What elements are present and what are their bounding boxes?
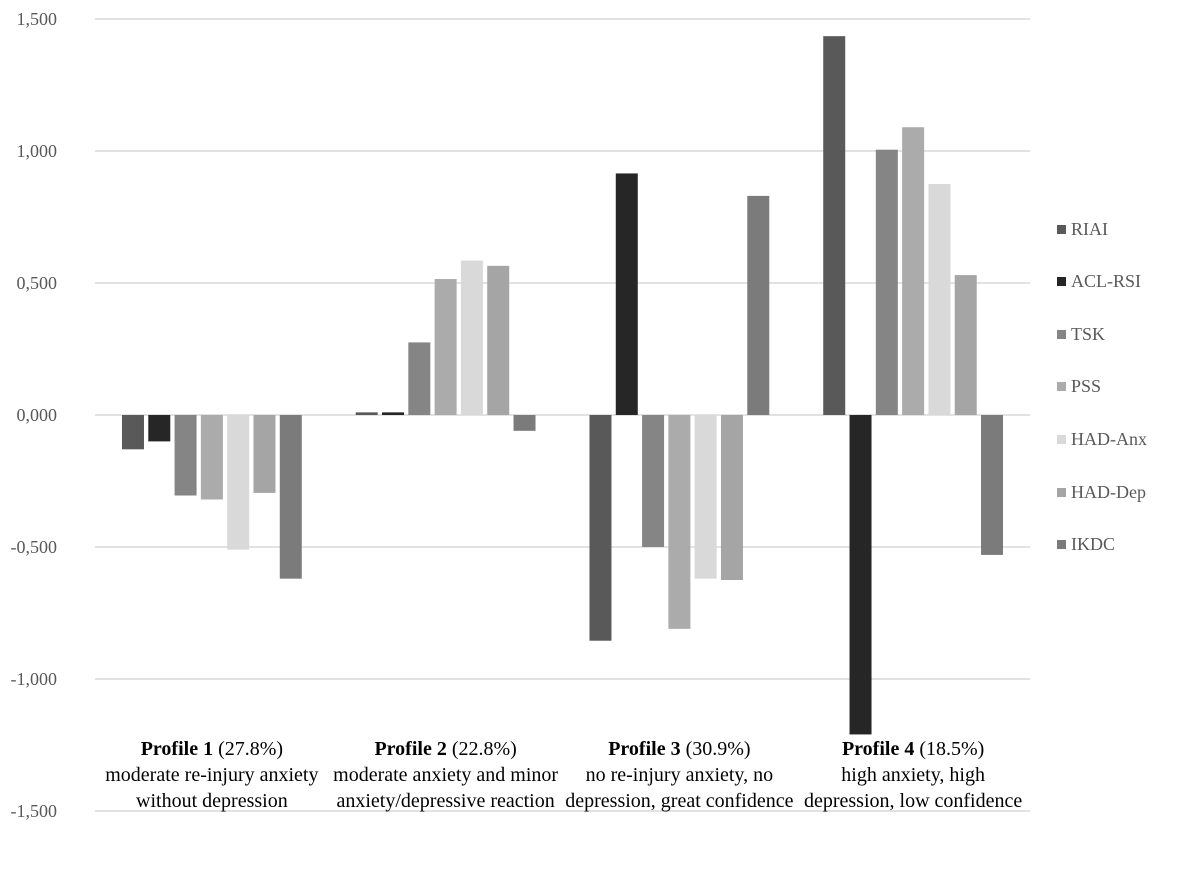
bar-tsk-4	[875, 149, 898, 415]
bar-tsk-1	[174, 415, 197, 496]
y-tick-label: -1,000	[11, 669, 58, 689]
bar-ikdc-3	[747, 195, 770, 415]
legend-label: IKDC	[1071, 534, 1115, 555]
bar-had-dep-1	[253, 415, 276, 493]
bar-had-dep-3	[720, 415, 743, 580]
category-description: moderate re-injury anxiety without depre…	[105, 764, 319, 812]
bar-acl-rsi-3	[615, 173, 638, 415]
legend-swatch	[1057, 329, 1066, 339]
category-description: no re-injury anxiety, no depression, gre…	[565, 764, 794, 812]
bar-ikdc-4	[981, 415, 1004, 555]
bar-riai-3	[589, 415, 612, 641]
bar-had-dep-2	[487, 265, 510, 415]
legend-swatch	[1057, 382, 1066, 392]
category-label-1: Profile 1 (27.8%) moderate re-injury anxi…	[97, 736, 327, 814]
category-description: high anxiety, high depression, low confi…	[803, 764, 1023, 812]
legend-item-acl-rsi: ACL-RSI	[1057, 271, 1141, 293]
legend-item-had-dep: HAD-Dep	[1057, 481, 1146, 503]
bar-riai-1	[121, 415, 144, 450]
legend-label: ACL-RSI	[1071, 271, 1142, 292]
category-percent: (18.5%)	[914, 738, 985, 760]
legend-swatch	[1057, 434, 1066, 444]
y-tick-label: 0,000	[17, 405, 58, 425]
legend-item-had-anx: HAD-Anx	[1057, 428, 1147, 450]
y-tick-label: 1,500	[17, 9, 58, 29]
bar-had-anx-1	[227, 415, 250, 550]
y-tick-label: -1,500	[11, 801, 58, 821]
category-title: Profile 3	[608, 738, 681, 760]
legend-swatch	[1057, 224, 1066, 234]
bar-acl-rsi-1	[148, 415, 171, 442]
legend-label: HAD-Dep	[1071, 481, 1146, 502]
legend-label: PSS	[1071, 376, 1102, 397]
legend-swatch	[1057, 277, 1066, 287]
category-title: Profile 4	[841, 738, 915, 760]
legend-item-ikdc: IKDC	[1057, 534, 1115, 556]
legend-item-riai: RIAI	[1057, 218, 1108, 240]
y-axis-tick-labels: 1,500 1,000 0,500 0,000 -0,500 -1,000 -1,500	[11, 9, 58, 821]
bar-had-anx-4	[928, 184, 951, 415]
bar-ikdc-1	[279, 415, 302, 579]
legend-swatch	[1057, 487, 1066, 497]
bar-pss-1	[200, 415, 223, 500]
bar-riai-2	[355, 412, 378, 415]
legend-label: RIAI	[1071, 218, 1108, 239]
bar-had-anx-3	[694, 415, 717, 579]
bar-acl-rsi-2	[382, 412, 405, 415]
category-percent: (27.8%)	[213, 738, 284, 760]
category-percent: (30.9%)	[680, 738, 751, 760]
bar-pss-4	[902, 127, 925, 416]
bars	[121, 36, 1004, 735]
category-title: Profile 2	[374, 738, 447, 760]
legend-item-tsk: TSK	[1057, 323, 1105, 345]
bar-had-dep-4	[954, 275, 977, 415]
bar-pss-3	[668, 415, 691, 629]
legend-swatch	[1057, 540, 1066, 550]
bar-tsk-3	[642, 415, 665, 547]
category-percent: (22.8%)	[446, 738, 517, 760]
bar-tsk-2	[408, 342, 431, 415]
y-tick-label: 0,500	[17, 273, 58, 293]
category-label-4: Profile 4 (18.5%) high anxiety, high depr…	[798, 736, 1028, 814]
legend-label: TSK	[1071, 323, 1106, 344]
bar-riai-4	[823, 36, 846, 415]
y-tick-label: 1,000	[17, 141, 58, 161]
legend-label: HAD-Anx	[1071, 428, 1147, 449]
gridlines	[95, 18, 1030, 812]
bar-pss-2	[434, 279, 457, 415]
category-title: Profile 1	[140, 738, 214, 760]
bar-ikdc-2	[513, 415, 536, 431]
category-description: moderate anxiety and minor anxiety/depre…	[333, 764, 559, 812]
bar-acl-rsi-4	[849, 415, 872, 735]
category-label-3: Profile 3 (30.9%) no re-injury anxiety, n…	[564, 736, 794, 814]
legend-item-pss: PSS	[1057, 376, 1101, 398]
bar-had-anx-2	[460, 260, 483, 415]
y-tick-label: -0,500	[11, 537, 58, 557]
category-label-2: Profile 2 (22.8%) moderate anxiety and mi…	[331, 736, 561, 814]
